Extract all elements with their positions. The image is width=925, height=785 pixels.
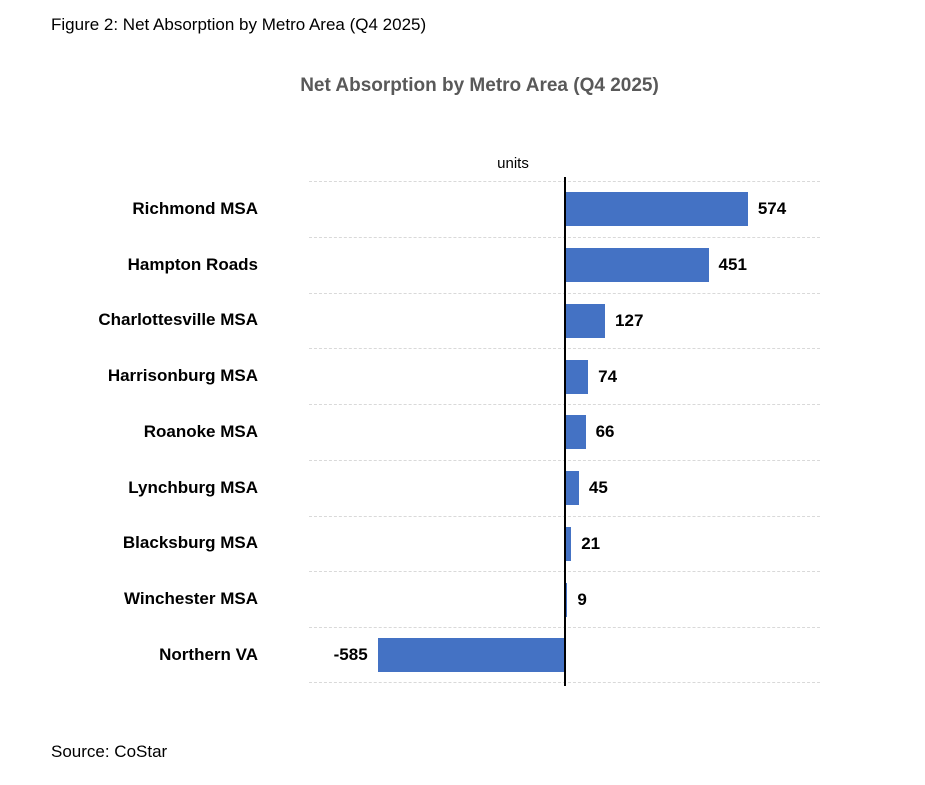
bar-richmond-msa xyxy=(564,192,748,227)
category-label-winchester-msa: Winchester MSA xyxy=(124,589,258,609)
category-label-harrisonburg-msa: Harrisonburg MSA xyxy=(107,366,258,386)
category-label-northern-va: Northern VA xyxy=(159,645,258,664)
zero-axis-line xyxy=(563,177,566,686)
category-label-charlottesville-msa: Charlottesville MSA xyxy=(98,310,258,330)
category-label-lynchburg-msa: Lynchburg MSA xyxy=(128,477,258,497)
category-axis-labels: Richmond MSA Hampton Roads Charlottesville… xyxy=(40,181,258,683)
bar-roanoke-msa xyxy=(564,415,586,450)
bar-value-label-winchester-msa: 9 xyxy=(577,589,587,609)
x-axis-title: units xyxy=(497,155,529,172)
bar-value-label-northern-va: -585 xyxy=(333,645,368,664)
bar-harrisonburg-msa xyxy=(564,359,589,394)
figure-caption: Figure 2: Net Absorption by Metro Area (… xyxy=(51,15,427,34)
category-label-roanoke-msa: Roanoke MSA xyxy=(143,421,258,441)
bar-northern-va xyxy=(377,638,565,672)
category-label-richmond-msa: Richmond MSA xyxy=(132,198,258,218)
bar-winchester-msa xyxy=(564,582,568,617)
category-label-hampton-roads: Hampton Roads xyxy=(127,254,258,274)
bar-value-label-harrisonburg-msa: 74 xyxy=(598,366,618,386)
bar-lynchburg-msa xyxy=(564,471,579,506)
plot-area: 574 451 127 74 66 45 21 9 -585 xyxy=(309,177,820,686)
chart-title: Net Absorption by Metro Area (Q4 2025) xyxy=(300,75,659,96)
source-note: Source: CoStar xyxy=(51,742,168,761)
bar-value-label-charlottesville-msa: 127 xyxy=(615,310,644,330)
bar-value-label-blacksburg-msa: 21 xyxy=(581,533,601,553)
bar-blacksburg-msa xyxy=(564,526,572,561)
bar-value-label-lynchburg-msa: 45 xyxy=(588,478,608,498)
bar-hampton-roads xyxy=(564,248,709,283)
bar-value-label-hampton-roads: 451 xyxy=(718,255,747,275)
category-label-blacksburg-msa: Blacksburg MSA xyxy=(122,533,258,553)
bar-value-label-richmond-msa: 574 xyxy=(757,199,787,219)
bar-value-label-roanoke-msa: 66 xyxy=(595,422,615,442)
bar-charlottesville-msa xyxy=(564,303,606,338)
